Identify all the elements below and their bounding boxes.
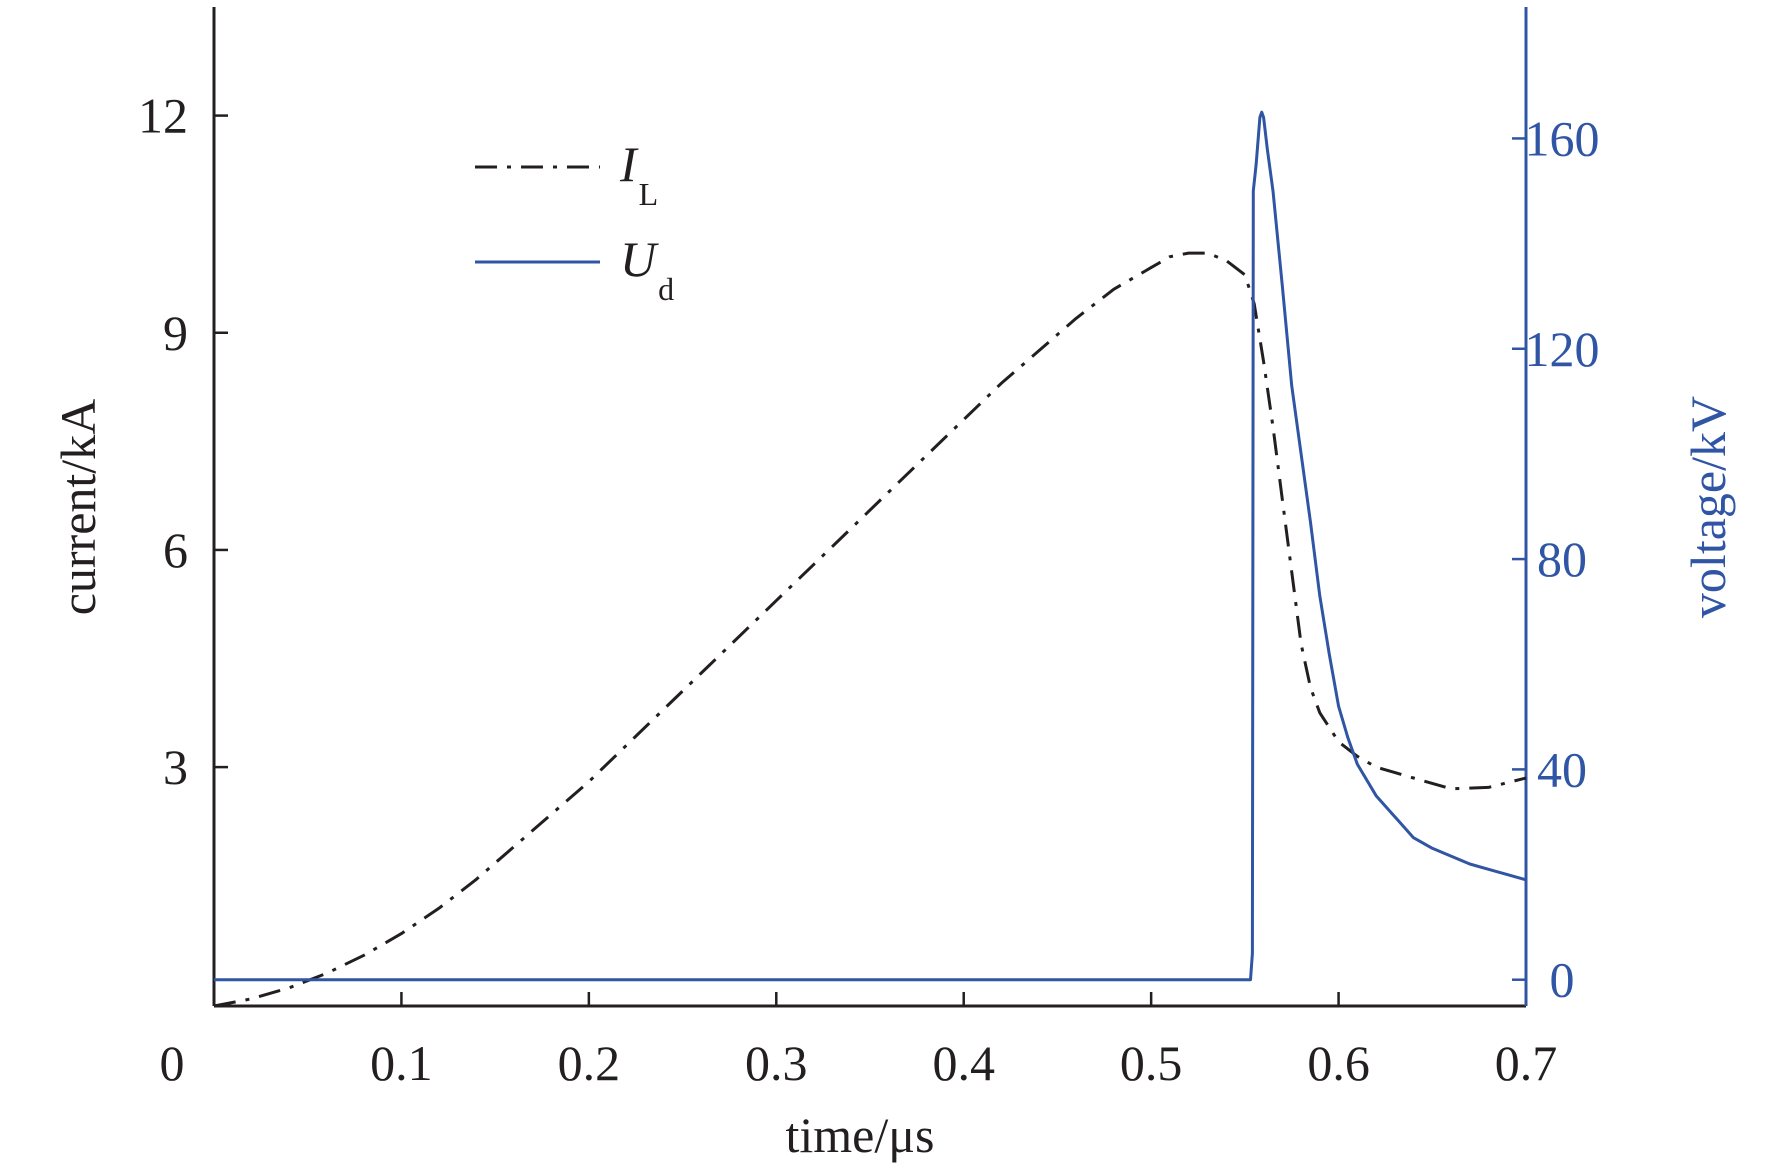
- y-left-tick-label: 6: [163, 522, 188, 578]
- legend-label: Ud: [620, 231, 674, 307]
- legend: IL Ud: [475, 136, 674, 307]
- x-tick-label: 0.4: [932, 1035, 995, 1091]
- series-line-ud: [214, 110, 1527, 982]
- x-tick-label: 0.2: [558, 1035, 621, 1091]
- series-layer: [213, 110, 1527, 1008]
- plot-frame: [212, 7, 1528, 1008]
- x-tick-label: 0: [160, 1035, 185, 1091]
- series-line-il: [213, 251, 1527, 1008]
- y-left-tick-label: 3: [163, 739, 188, 795]
- y-right-tick-label: 0: [1550, 952, 1575, 1008]
- x-axis-label: time/μs: [785, 1107, 934, 1163]
- y-right-tick-label: 40: [1537, 741, 1587, 797]
- x-tick-label: 0.3: [745, 1035, 808, 1091]
- y-right-tick-label: 80: [1537, 531, 1587, 587]
- legend-label-subscript: d: [658, 271, 674, 307]
- y-right-tick-label: 160: [1525, 110, 1600, 166]
- y-left-tick-label: 12: [138, 88, 188, 144]
- x-tick-label: 0.5: [1120, 1035, 1183, 1091]
- x-tick-label: 0.1: [370, 1035, 433, 1091]
- x-tick-label: 0.7: [1495, 1035, 1558, 1091]
- x-tick-label: 0.6: [1307, 1035, 1370, 1091]
- y-axis-label-right: voltage/kV: [1680, 396, 1736, 618]
- y-left-tick-label: 9: [163, 305, 188, 361]
- legend-label: IL: [619, 136, 658, 212]
- y-axis-label-left: current/kA: [50, 399, 106, 616]
- legend-label-subscript: L: [639, 176, 659, 212]
- y-right-tick-label: 120: [1525, 321, 1600, 377]
